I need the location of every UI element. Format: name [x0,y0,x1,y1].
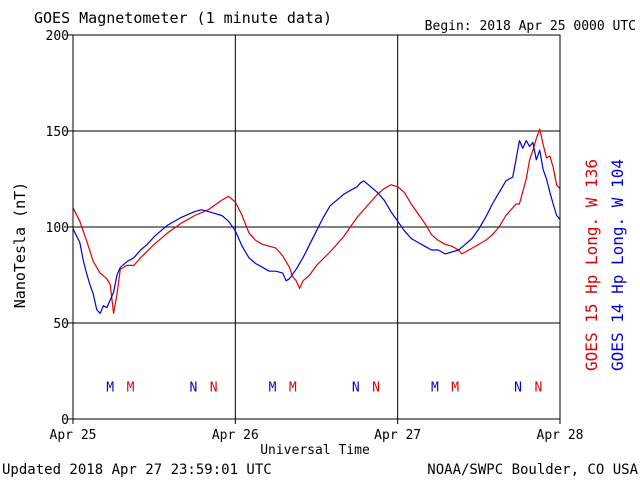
local-time-marker: M [431,380,439,395]
local-time-marker: N [189,380,197,395]
y-tick-label: 200 [46,29,69,44]
x-tick-label: Apr 25 [50,428,97,443]
begin-label: Begin: 2018 Apr 25 0000 UTC [425,19,636,34]
goes14-series-line [72,140,561,314]
local-time-marker: M [269,380,277,395]
goes15-series-line [72,128,561,314]
local-time-marker: N [352,380,360,395]
x-tick-label: Apr 28 [537,428,584,443]
x-tick-label: Apr 26 [212,428,259,443]
local-time-marker: M [106,380,114,395]
local-time-marker: M [451,380,459,395]
updated-timestamp: Updated 2018 Apr 27 23:59:01 UTC [2,462,272,478]
local-time-marker: N [514,380,522,395]
legend-goes14: GOES 14 Hp Long. W 104 [608,159,627,371]
credit-label: NOAA/SWPC Boulder, CO USA [427,462,638,478]
local-time-marker: N [210,380,218,395]
chart-title: GOES Magnetometer (1 minute data) [34,9,332,27]
x-tick-label: Apr 27 [374,428,421,443]
plot-frame [72,34,561,420]
local-time-marker: N [372,380,380,395]
local-time-marker: N [534,380,542,395]
y-tick-label: 50 [53,317,69,332]
y-axis-label: NanoTesla (nT) [11,182,29,308]
legend-goes15: GOES 15 Hp Long. W 136 [582,159,601,371]
x-axis-label: Universal Time [260,443,370,458]
y-tick-label: 0 [61,413,69,428]
y-tick-label: 100 [46,221,69,236]
local-time-marker: M [127,380,135,395]
local-time-marker: M [289,380,297,395]
y-tick-label: 150 [46,125,69,140]
